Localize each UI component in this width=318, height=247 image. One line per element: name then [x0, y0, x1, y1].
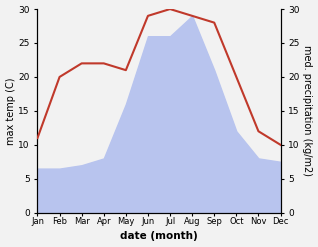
X-axis label: date (month): date (month) — [120, 231, 198, 242]
Y-axis label: max temp (C): max temp (C) — [5, 77, 16, 145]
Y-axis label: med. precipitation (kg/m2): med. precipitation (kg/m2) — [302, 45, 313, 176]
